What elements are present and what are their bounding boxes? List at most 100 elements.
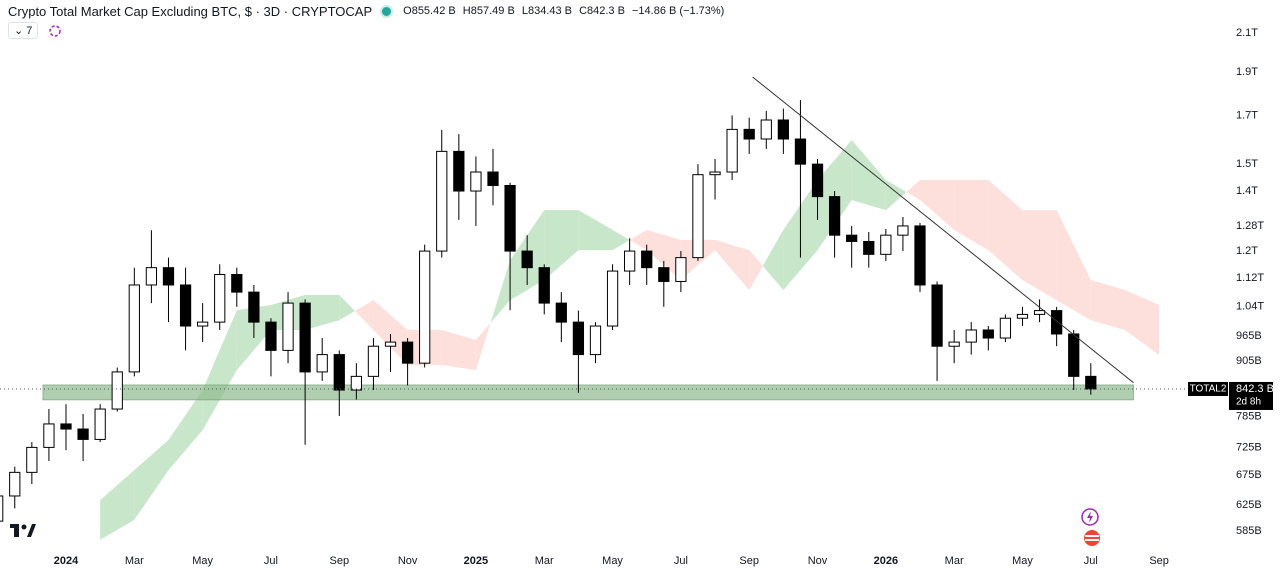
cloud-segment bbox=[354, 300, 374, 330]
candle-body bbox=[265, 321, 277, 351]
x-tick-label: Sep bbox=[1149, 555, 1169, 567]
cloud-segment bbox=[612, 229, 630, 251]
symbol-title[interactable]: Crypto Total Market Cap Excluding BTC, $… bbox=[8, 3, 373, 19]
candle-body bbox=[197, 321, 209, 327]
candle-body bbox=[521, 250, 533, 269]
cloud-segment bbox=[906, 180, 920, 201]
x-tick-label: 2024 bbox=[54, 555, 79, 567]
candle-body bbox=[914, 225, 926, 286]
candle-body bbox=[9, 471, 21, 497]
candle-body bbox=[948, 341, 960, 347]
cloud-segment bbox=[749, 250, 763, 290]
candle-body bbox=[880, 234, 892, 255]
candle-body bbox=[777, 119, 789, 140]
x-tick-label: 2025 bbox=[464, 555, 488, 567]
candle-body bbox=[555, 302, 567, 323]
candle-body bbox=[128, 284, 140, 373]
candle-body bbox=[606, 270, 619, 327]
candle-body bbox=[487, 171, 499, 186]
candle-body bbox=[589, 325, 602, 356]
x-tick-label: May bbox=[1012, 555, 1033, 567]
x-tick-label: Nov bbox=[398, 555, 418, 567]
cloud-segment bbox=[988, 180, 1023, 281]
close-value: C842.3 B bbox=[579, 5, 625, 17]
cloud-segment bbox=[629, 229, 647, 251]
y-tick-label: 675B bbox=[1236, 469, 1262, 481]
cloud-segment bbox=[1022, 210, 1057, 301]
cloud-segment bbox=[920, 180, 955, 230]
candle-body bbox=[94, 408, 106, 440]
candle-body bbox=[60, 423, 72, 430]
x-tick-label: May bbox=[602, 555, 623, 567]
candle-body bbox=[538, 267, 550, 304]
y-tick-label: 1.5T bbox=[1236, 158, 1258, 170]
candle-body bbox=[401, 341, 414, 364]
candle-body bbox=[624, 250, 636, 272]
cloud-segment bbox=[134, 439, 169, 520]
x-tick-label: Mar bbox=[945, 555, 964, 567]
cloud-segment bbox=[1056, 210, 1091, 321]
candle-body bbox=[641, 250, 653, 269]
candle-body bbox=[794, 138, 807, 165]
y-tick-label: 1.7T bbox=[1236, 109, 1258, 121]
price-tag-countdown: 2d 8h bbox=[1236, 397, 1261, 408]
candle-body bbox=[709, 171, 721, 176]
event-icons[interactable] bbox=[1081, 508, 1100, 546]
candle-body bbox=[179, 284, 192, 327]
tv-logo bbox=[10, 524, 36, 537]
y-tick-label: 625B bbox=[1236, 499, 1262, 511]
cloud-segment bbox=[475, 322, 491, 371]
low-value: L834.43 B bbox=[521, 5, 572, 17]
candle-body bbox=[248, 291, 260, 323]
candles bbox=[0, 100, 1097, 522]
indicator-toggle[interactable]: ⌄ 7 bbox=[8, 22, 39, 39]
open-value: O855.42 B bbox=[403, 5, 456, 17]
sync-icon[interactable] bbox=[48, 24, 62, 38]
candle-body bbox=[367, 345, 380, 377]
y-tick-label: 1.4T bbox=[1236, 185, 1258, 197]
candle-body bbox=[453, 150, 465, 192]
candle-body bbox=[162, 267, 175, 286]
trendline bbox=[752, 76, 1134, 384]
candle-body bbox=[572, 321, 585, 356]
price-tag-name-bg bbox=[1188, 381, 1228, 396]
cloud-segment bbox=[1090, 280, 1125, 330]
cloud-segment bbox=[715, 239, 750, 290]
indicator-count: 7 bbox=[26, 25, 33, 37]
y-tick-label: 725B bbox=[1236, 441, 1262, 453]
plot-area bbox=[0, 76, 1160, 540]
x-tick-label: May bbox=[192, 555, 213, 567]
cloud-segment bbox=[762, 229, 784, 290]
cloud-segment bbox=[168, 390, 203, 471]
x-tick-label: Sep bbox=[739, 555, 759, 567]
candle-body bbox=[811, 163, 824, 198]
y-tick-label: 1.28T bbox=[1236, 220, 1264, 232]
cloud-segment bbox=[851, 139, 886, 211]
candle-body bbox=[111, 371, 123, 410]
candle-body bbox=[1016, 313, 1029, 319]
cloud-segment bbox=[885, 180, 907, 211]
x-tick-label: Jul bbox=[264, 555, 278, 567]
candle-body bbox=[897, 225, 909, 236]
legend-header: Crypto Total Market Cap Excluding BTC, $… bbox=[8, 2, 728, 20]
candle-body bbox=[282, 302, 294, 351]
candle-body bbox=[760, 119, 772, 140]
candle-body bbox=[863, 240, 875, 255]
cloud-segment bbox=[339, 295, 355, 321]
y-tick-label: 1.04T bbox=[1236, 301, 1264, 313]
candle-body bbox=[214, 273, 226, 323]
price-tag-name: TOTAL2 bbox=[1190, 384, 1227, 395]
y-tick-label: 1.2T bbox=[1236, 245, 1258, 257]
candle-body bbox=[658, 267, 670, 282]
y-tick-label: 905B bbox=[1236, 355, 1262, 367]
candle-body bbox=[504, 185, 516, 252]
y-tick-label: 1.9T bbox=[1236, 66, 1258, 78]
candle-body bbox=[1068, 333, 1080, 377]
candle-body bbox=[982, 329, 994, 339]
candle-body bbox=[675, 257, 687, 282]
x-tick-label: Jul bbox=[1084, 555, 1098, 567]
y-tick-label: 1.12T bbox=[1236, 272, 1264, 284]
status-dot bbox=[382, 6, 392, 16]
cloud-segment bbox=[646, 229, 681, 281]
